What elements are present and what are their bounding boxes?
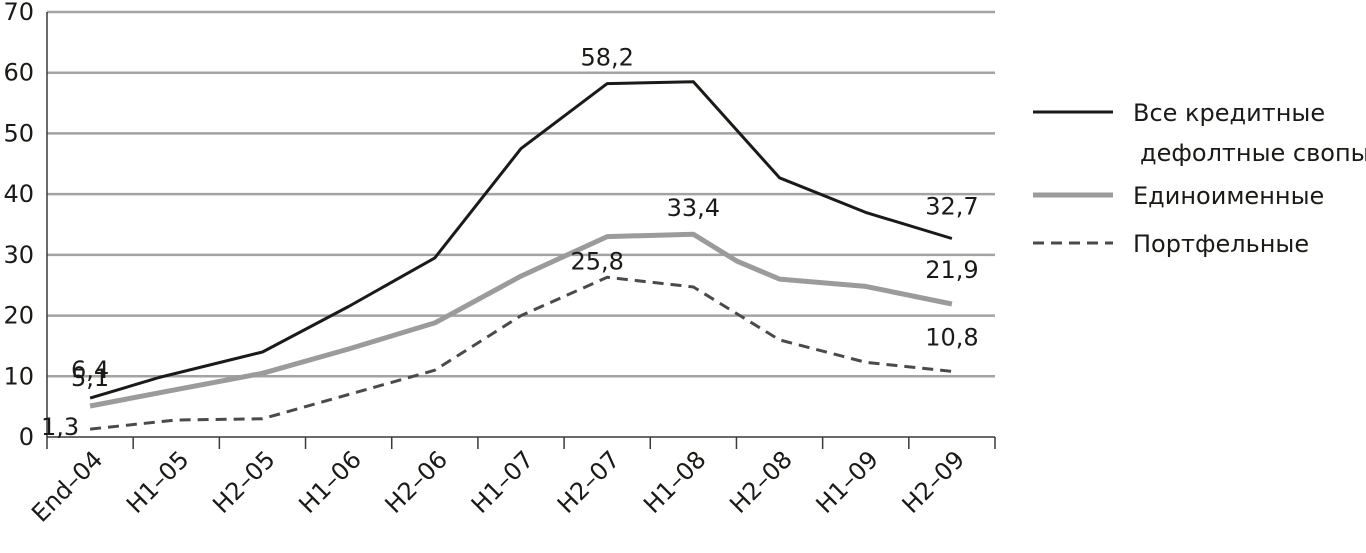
y-tick-label: 20 — [3, 302, 34, 330]
x-tick-label: H1–05 — [121, 445, 194, 518]
legend-label: дефолтные свопы — [1140, 139, 1366, 167]
x-tick-label: End–04 — [26, 445, 108, 527]
data-label: 33,4 — [667, 194, 720, 222]
data-label: 21,9 — [925, 256, 978, 284]
legend-label: Единоименные — [1133, 182, 1324, 210]
axes — [46, 12, 996, 449]
x-tick-label: H1–07 — [466, 445, 539, 518]
x-tick-label: H2–05 — [207, 445, 280, 518]
data-label: 5,1 — [71, 364, 109, 392]
x-tick-label: H2–09 — [897, 445, 970, 518]
legend-label: Портфельные — [1133, 230, 1309, 258]
data-labels: 58,2 32,7 6,4 33,4 21,9 5,1 25,8 10,8 1,3 — [41, 44, 979, 441]
series-lines — [89, 80, 953, 431]
legend-label: Все кредитные — [1133, 99, 1325, 127]
y-tick-label: 50 — [3, 119, 34, 147]
data-label: 1,3 — [41, 413, 79, 441]
x-tick-label: H2–06 — [380, 445, 453, 518]
x-tick-label: H1–09 — [811, 445, 884, 518]
series-line — [89, 231, 953, 409]
series-line — [89, 80, 953, 400]
y-axis-ticks: 0 10 20 30 40 50 60 70 — [3, 0, 34, 451]
data-label: 32,7 — [925, 192, 978, 220]
y-tick-label: 10 — [3, 362, 34, 390]
y-tick-label: 70 — [3, 0, 34, 26]
x-tick-label: H1–06 — [293, 445, 366, 518]
x-axis-ticks: End–04 H1–05 H2–05 H1–06 H2–06 H1–07 H2–07 H1–0… — [26, 445, 970, 527]
data-label: 25,8 — [570, 247, 623, 275]
y-tick-label: 60 — [3, 59, 34, 87]
x-tick-label: H2–07 — [552, 445, 625, 518]
y-tick-label: 40 — [3, 180, 34, 208]
series-line — [89, 275, 953, 431]
y-tick-label: 0 — [19, 423, 34, 451]
grid-lines — [47, 10, 995, 378]
data-label: 58,2 — [580, 44, 633, 72]
legend: Все кредитные дефолтные свопы Единоименные… — [1033, 99, 1366, 258]
data-label: 10,8 — [925, 323, 978, 351]
x-tick-label: H2–08 — [724, 445, 797, 518]
data-label: 6,4 — [71, 356, 109, 384]
x-tick-label: H1–08 — [638, 445, 711, 518]
y-tick-label: 30 — [3, 241, 34, 269]
